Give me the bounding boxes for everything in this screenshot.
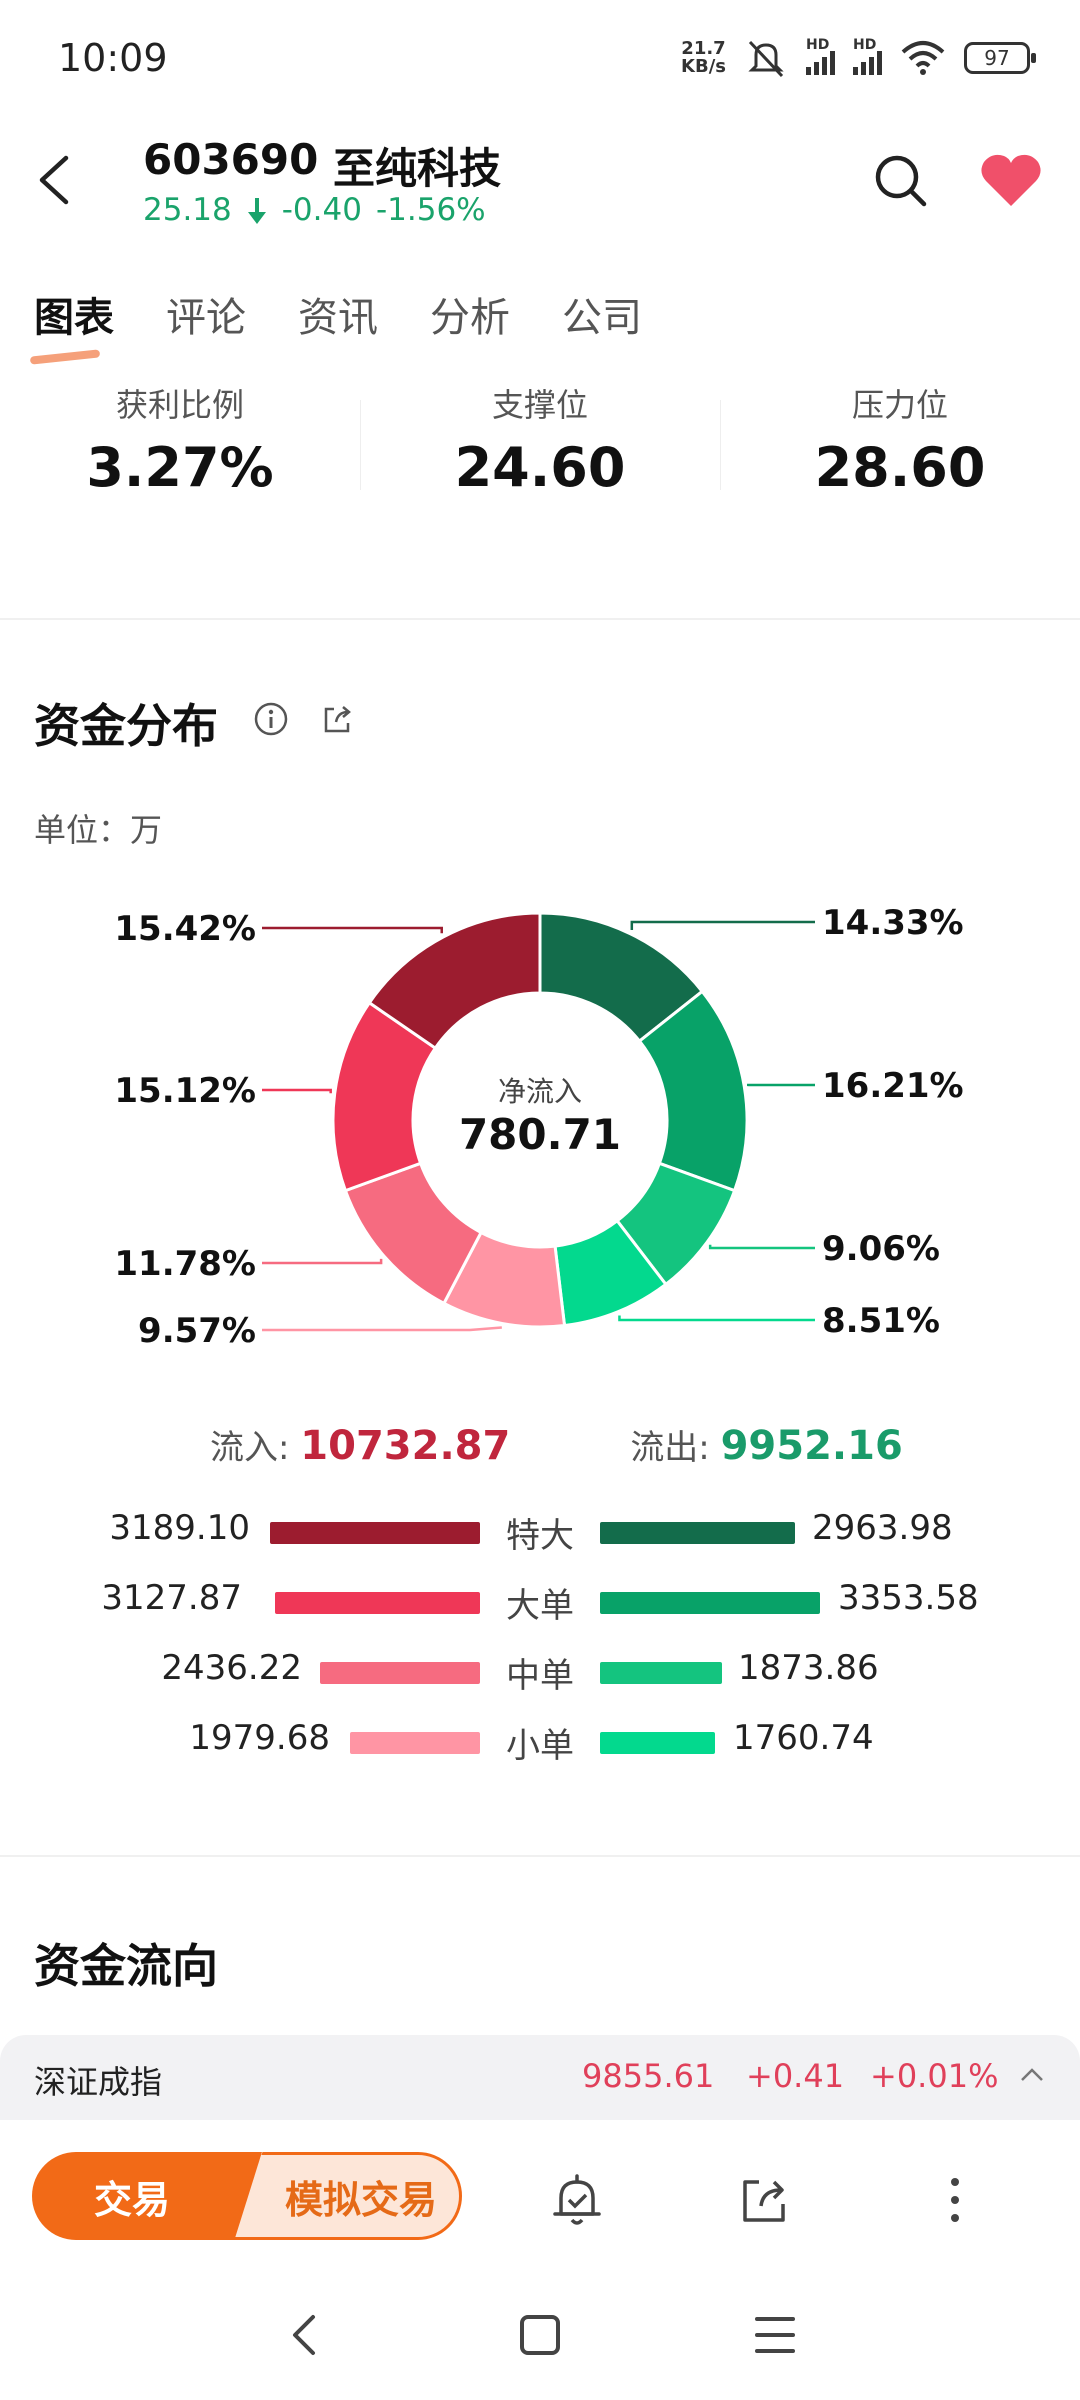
down-arrow-icon xyxy=(247,198,266,224)
wifi-icon xyxy=(901,41,945,75)
index-name: 深证成指 xyxy=(34,2063,163,2101)
share-icon[interactable] xyxy=(735,2170,795,2230)
tab-company[interactable]: 公司 xyxy=(562,295,642,341)
donut-slice-label: 16.21% xyxy=(822,1066,964,1106)
nav-home-icon[interactable] xyxy=(510,2305,570,2365)
donut-leader-line xyxy=(630,920,815,931)
tab-news[interactable]: 资讯 xyxy=(298,295,378,341)
key-stats: 获利比例 3.27% 支撑位 24.60 压力位 28.60 xyxy=(0,380,1080,500)
search-icon[interactable] xyxy=(872,152,928,208)
stock-change: -0.40 xyxy=(281,192,362,228)
donut-slice-label: 14.33% xyxy=(822,903,964,943)
donut-slice-label: 9.57% xyxy=(138,1311,256,1351)
flow-row-medium: 2436.22 中单 1873.86 xyxy=(161,1648,879,1696)
donut-leader-line xyxy=(747,1083,815,1087)
stat-profit-ratio: 获利比例 3.27% xyxy=(86,386,274,499)
simulated-trade-button[interactable]: 模拟交易 xyxy=(230,2152,462,2240)
share-icon[interactable] xyxy=(318,700,356,738)
status-icons: 21.7 KB/s HD HD 97 xyxy=(681,36,1036,80)
net-inflow-label: 净流入 xyxy=(497,1075,582,1108)
capital-distribution-title: 资金分布 xyxy=(34,699,218,753)
stock-header: 603690 至纯科技 25.18 -0.40 -1.56% xyxy=(0,120,1080,250)
stat-resistance: 压力位 28.60 xyxy=(720,380,1080,500)
capital-donut-chart: 14.33% 16.21% 9.06% 8.51% 9.57% 11.78% 15.12% 1… xyxy=(0,880,1080,1360)
flow-bars: 3189.10 特大 2963.98 3127.87 大单 3353.58 24… xyxy=(0,1500,1080,1780)
donut-slice-label: 15.42% xyxy=(114,909,256,949)
stock-quote: 25.18 -0.40 -1.56% xyxy=(143,192,486,228)
unit-label: 单位：万 xyxy=(34,811,163,849)
inflow-summary: 流入: 10732.87 xyxy=(210,1423,511,1469)
favorite-heart-icon[interactable] xyxy=(978,150,1044,210)
more-vertical-icon[interactable] xyxy=(925,2170,985,2230)
back-arrow-icon[interactable] xyxy=(30,150,80,210)
donut-leader-line xyxy=(262,1258,383,1265)
stock-price: 25.18 xyxy=(143,192,232,228)
system-nav-bar xyxy=(0,2275,1080,2400)
divider xyxy=(0,618,1080,620)
flow-row-large: 3127.87 大单 3353.58 xyxy=(101,1578,979,1626)
donut-leader-line xyxy=(262,926,443,934)
donut-slice-label: 8.51% xyxy=(822,1301,940,1341)
inflow-bar xyxy=(275,1592,480,1614)
index-change-pct: +0.01% xyxy=(870,2057,999,2095)
tab-comments[interactable]: 评论 xyxy=(166,295,246,341)
stock-change-pct: -1.56% xyxy=(375,192,486,228)
donut-leader-line xyxy=(262,1326,502,1332)
outflow-bar xyxy=(600,1732,715,1754)
battery-icon: 97 xyxy=(964,42,1036,74)
stock-name: 至纯科技 xyxy=(333,144,502,193)
tab-analysis[interactable]: 分析 xyxy=(430,295,510,341)
status-bar: 10:09 21.7 KB/s HD HD 97 xyxy=(0,0,1080,110)
donut-leader-line xyxy=(262,1088,332,1094)
capital-flow-title: 资金流向 xyxy=(34,1939,218,1993)
outflow-bar xyxy=(600,1592,820,1614)
signal-2-icon: HD xyxy=(853,37,882,75)
donut-slice-label: 15.12% xyxy=(114,1071,256,1111)
donut-slice-label: 9.06% xyxy=(822,1229,940,1269)
stat-support: 支撑位 24.60 xyxy=(360,380,720,500)
outflow-bar xyxy=(600,1522,795,1544)
network-speed: 21.7 KB/s xyxy=(681,38,726,77)
divider xyxy=(0,1855,1080,1857)
net-inflow-value: 780.71 xyxy=(458,1110,622,1159)
donut-slice-label: 11.78% xyxy=(114,1244,256,1284)
flow-row-small: 1979.68 小单 1760.74 xyxy=(189,1718,874,1766)
donut-svg: 14.33% 16.21% 9.06% 8.51% 9.57% 11.78% 15.12% 1… xyxy=(114,903,964,1351)
tab-bar: 图表 评论 资讯 分析 公司 xyxy=(34,285,642,345)
stock-code: 603690 xyxy=(143,135,319,184)
nav-back-icon[interactable] xyxy=(275,2305,335,2365)
inflow-bar xyxy=(270,1522,480,1544)
flow-summary: 流入: 10732.87 流出: 9952.16 xyxy=(210,1420,903,1469)
outflow-bar xyxy=(600,1662,722,1684)
donut-leader-line xyxy=(708,1244,815,1250)
outflow-summary: 流出: 9952.16 xyxy=(630,1423,903,1469)
inflow-bar xyxy=(320,1662,480,1684)
mute-bell-icon xyxy=(748,40,784,78)
bottom-action-bar: 模拟交易 交易 xyxy=(0,2120,1080,2275)
info-icon[interactable] xyxy=(252,700,290,738)
donut-slice xyxy=(367,911,542,1051)
status-time: 10:09 xyxy=(58,36,168,80)
signal-1-icon: HD xyxy=(806,37,835,75)
flow-row-xl: 3189.10 特大 2963.98 xyxy=(109,1508,953,1556)
chevron-up-icon[interactable] xyxy=(1018,2061,1046,2089)
trade-button[interactable]: 交易 xyxy=(32,2152,262,2240)
donut-leader-line xyxy=(618,1315,815,1322)
index-ticker-bar[interactable]: 深证成指 9855.61 +0.41 +0.01% xyxy=(0,2035,1080,2120)
nav-menu-icon[interactable] xyxy=(745,2305,805,2365)
alarm-bell-icon[interactable] xyxy=(547,2170,607,2230)
tab-chart[interactable]: 图表 xyxy=(34,285,114,345)
index-price: 9855.61 xyxy=(582,2057,715,2095)
outflow-value: 9952.16 xyxy=(720,1423,903,1469)
index-change: +0.41 xyxy=(746,2057,845,2095)
inflow-bar xyxy=(350,1732,480,1754)
inflow-value: 10732.87 xyxy=(300,1423,511,1469)
